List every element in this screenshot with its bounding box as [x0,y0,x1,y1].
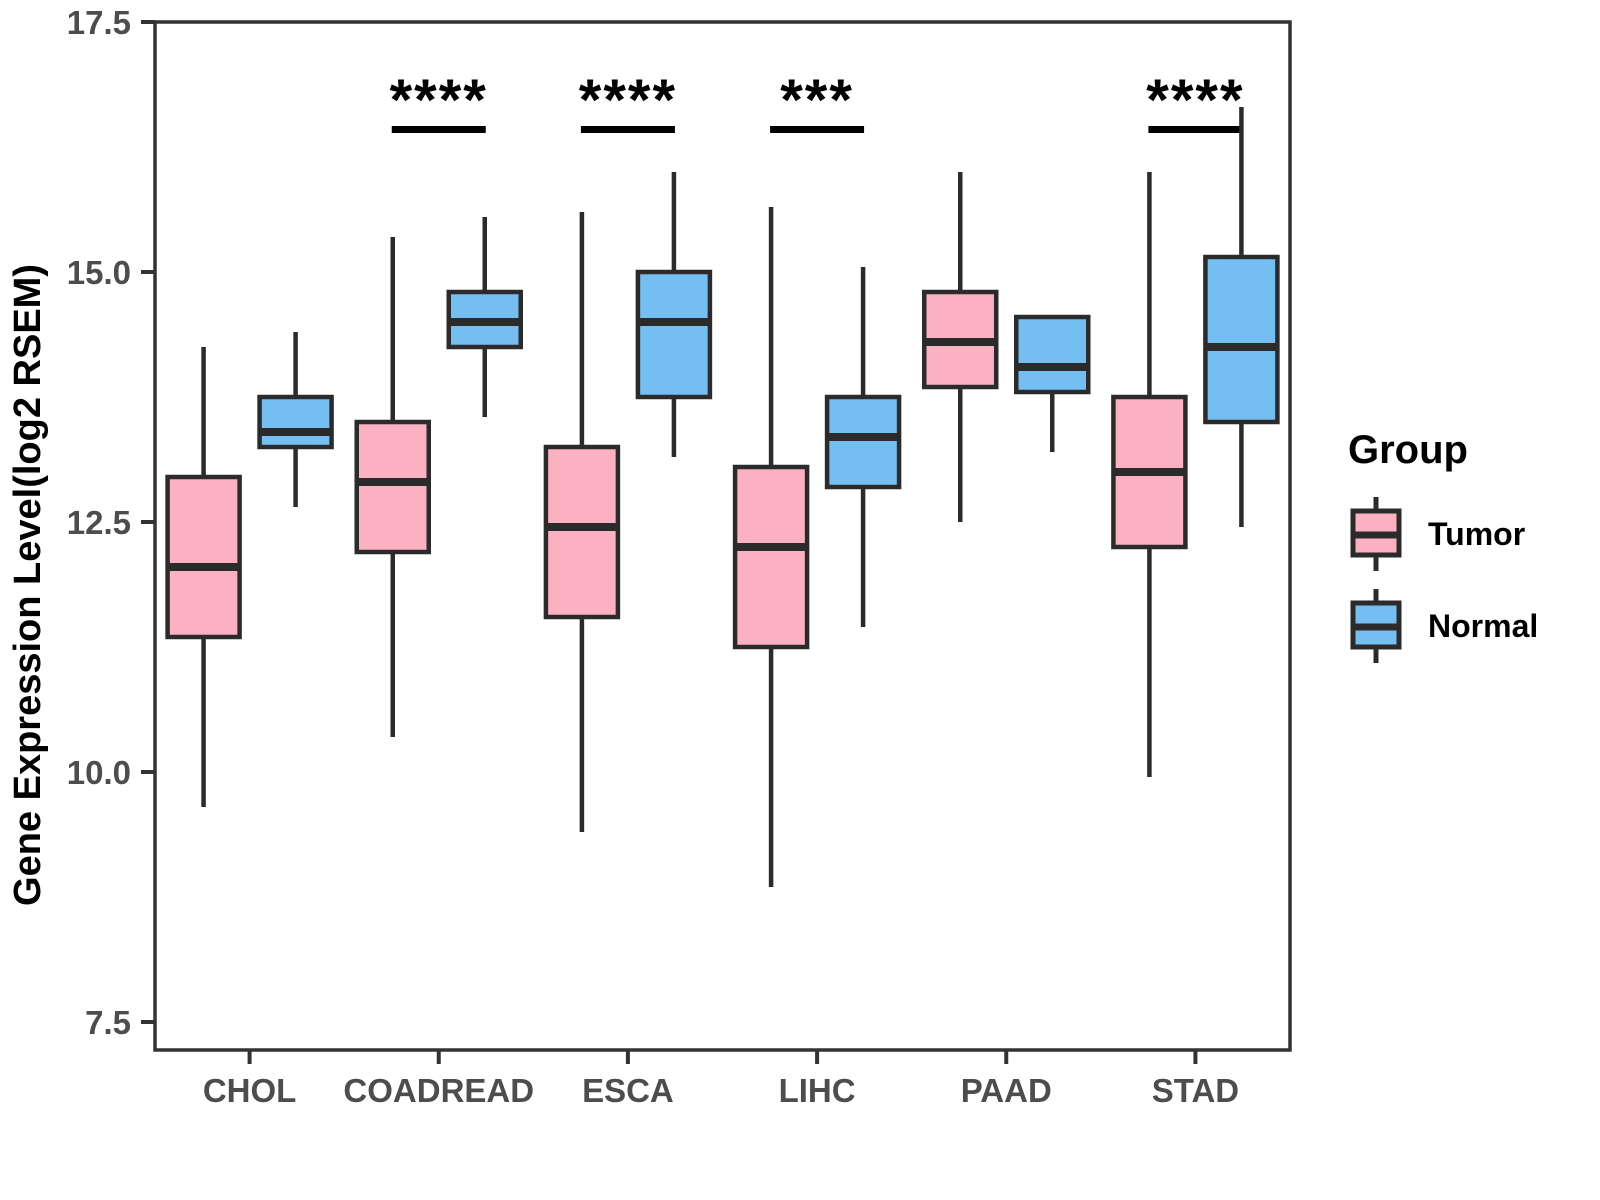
y-tick-label: 17.5 [67,4,131,41]
y-tick-label: 7.5 [85,1004,131,1041]
box-stad-normal [1203,254,1280,425]
significance-stars-lihc: *** [780,68,854,133]
box-chol-normal [257,394,334,450]
x-tick-label-chol: CHOL [203,1072,297,1109]
x-tick-label-lihc: LIHC [779,1072,856,1109]
x-tick-label-stad: STAD [1152,1072,1239,1109]
box-lihc-normal [824,394,902,490]
normal-boxplot-glyph-icon [1350,589,1402,663]
significance-bar-stad [1148,126,1243,133]
box-chol-tumor [165,474,242,640]
significance-bar-esca [580,126,675,133]
x-tick-label-esca: ESCA [582,1072,674,1109]
box-esca-tumor [543,444,621,620]
tumor-boxplot-glyph-icon [1350,497,1402,571]
box-paad-normal [1014,314,1091,395]
significance-bar-lihc [770,126,865,133]
y-tick-label: 12.5 [67,504,131,541]
legend-title: Group [1348,428,1468,472]
legend-item-normal: Normal [1348,587,1538,665]
y-axis-title: Gene Expression Level(log2 RSEM) [7,264,49,906]
significance-stars-stad: **** [1146,68,1244,133]
legend: Group Tumor Normal [1348,428,1538,665]
box-lihc-tumor [732,464,810,650]
box-coadread-tumor [354,419,431,555]
significance-bar-coadread [391,126,486,133]
x-tick-label-paad: PAAD [961,1072,1052,1109]
x-tick-label-coadread: COADREAD [343,1072,534,1109]
legend-item-tumor: Tumor [1348,495,1538,573]
plot-panel [153,20,1292,1052]
significance-stars-coadread: **** [390,68,488,133]
legend-label-tumor: Tumor [1428,515,1526,552]
significance-stars-esca: **** [579,68,677,133]
y-tick-label: 15.0 [67,254,131,291]
legend-label-normal: Normal [1428,607,1539,644]
y-tick-label: 10.0 [67,754,131,791]
box-esca-normal [635,269,713,400]
